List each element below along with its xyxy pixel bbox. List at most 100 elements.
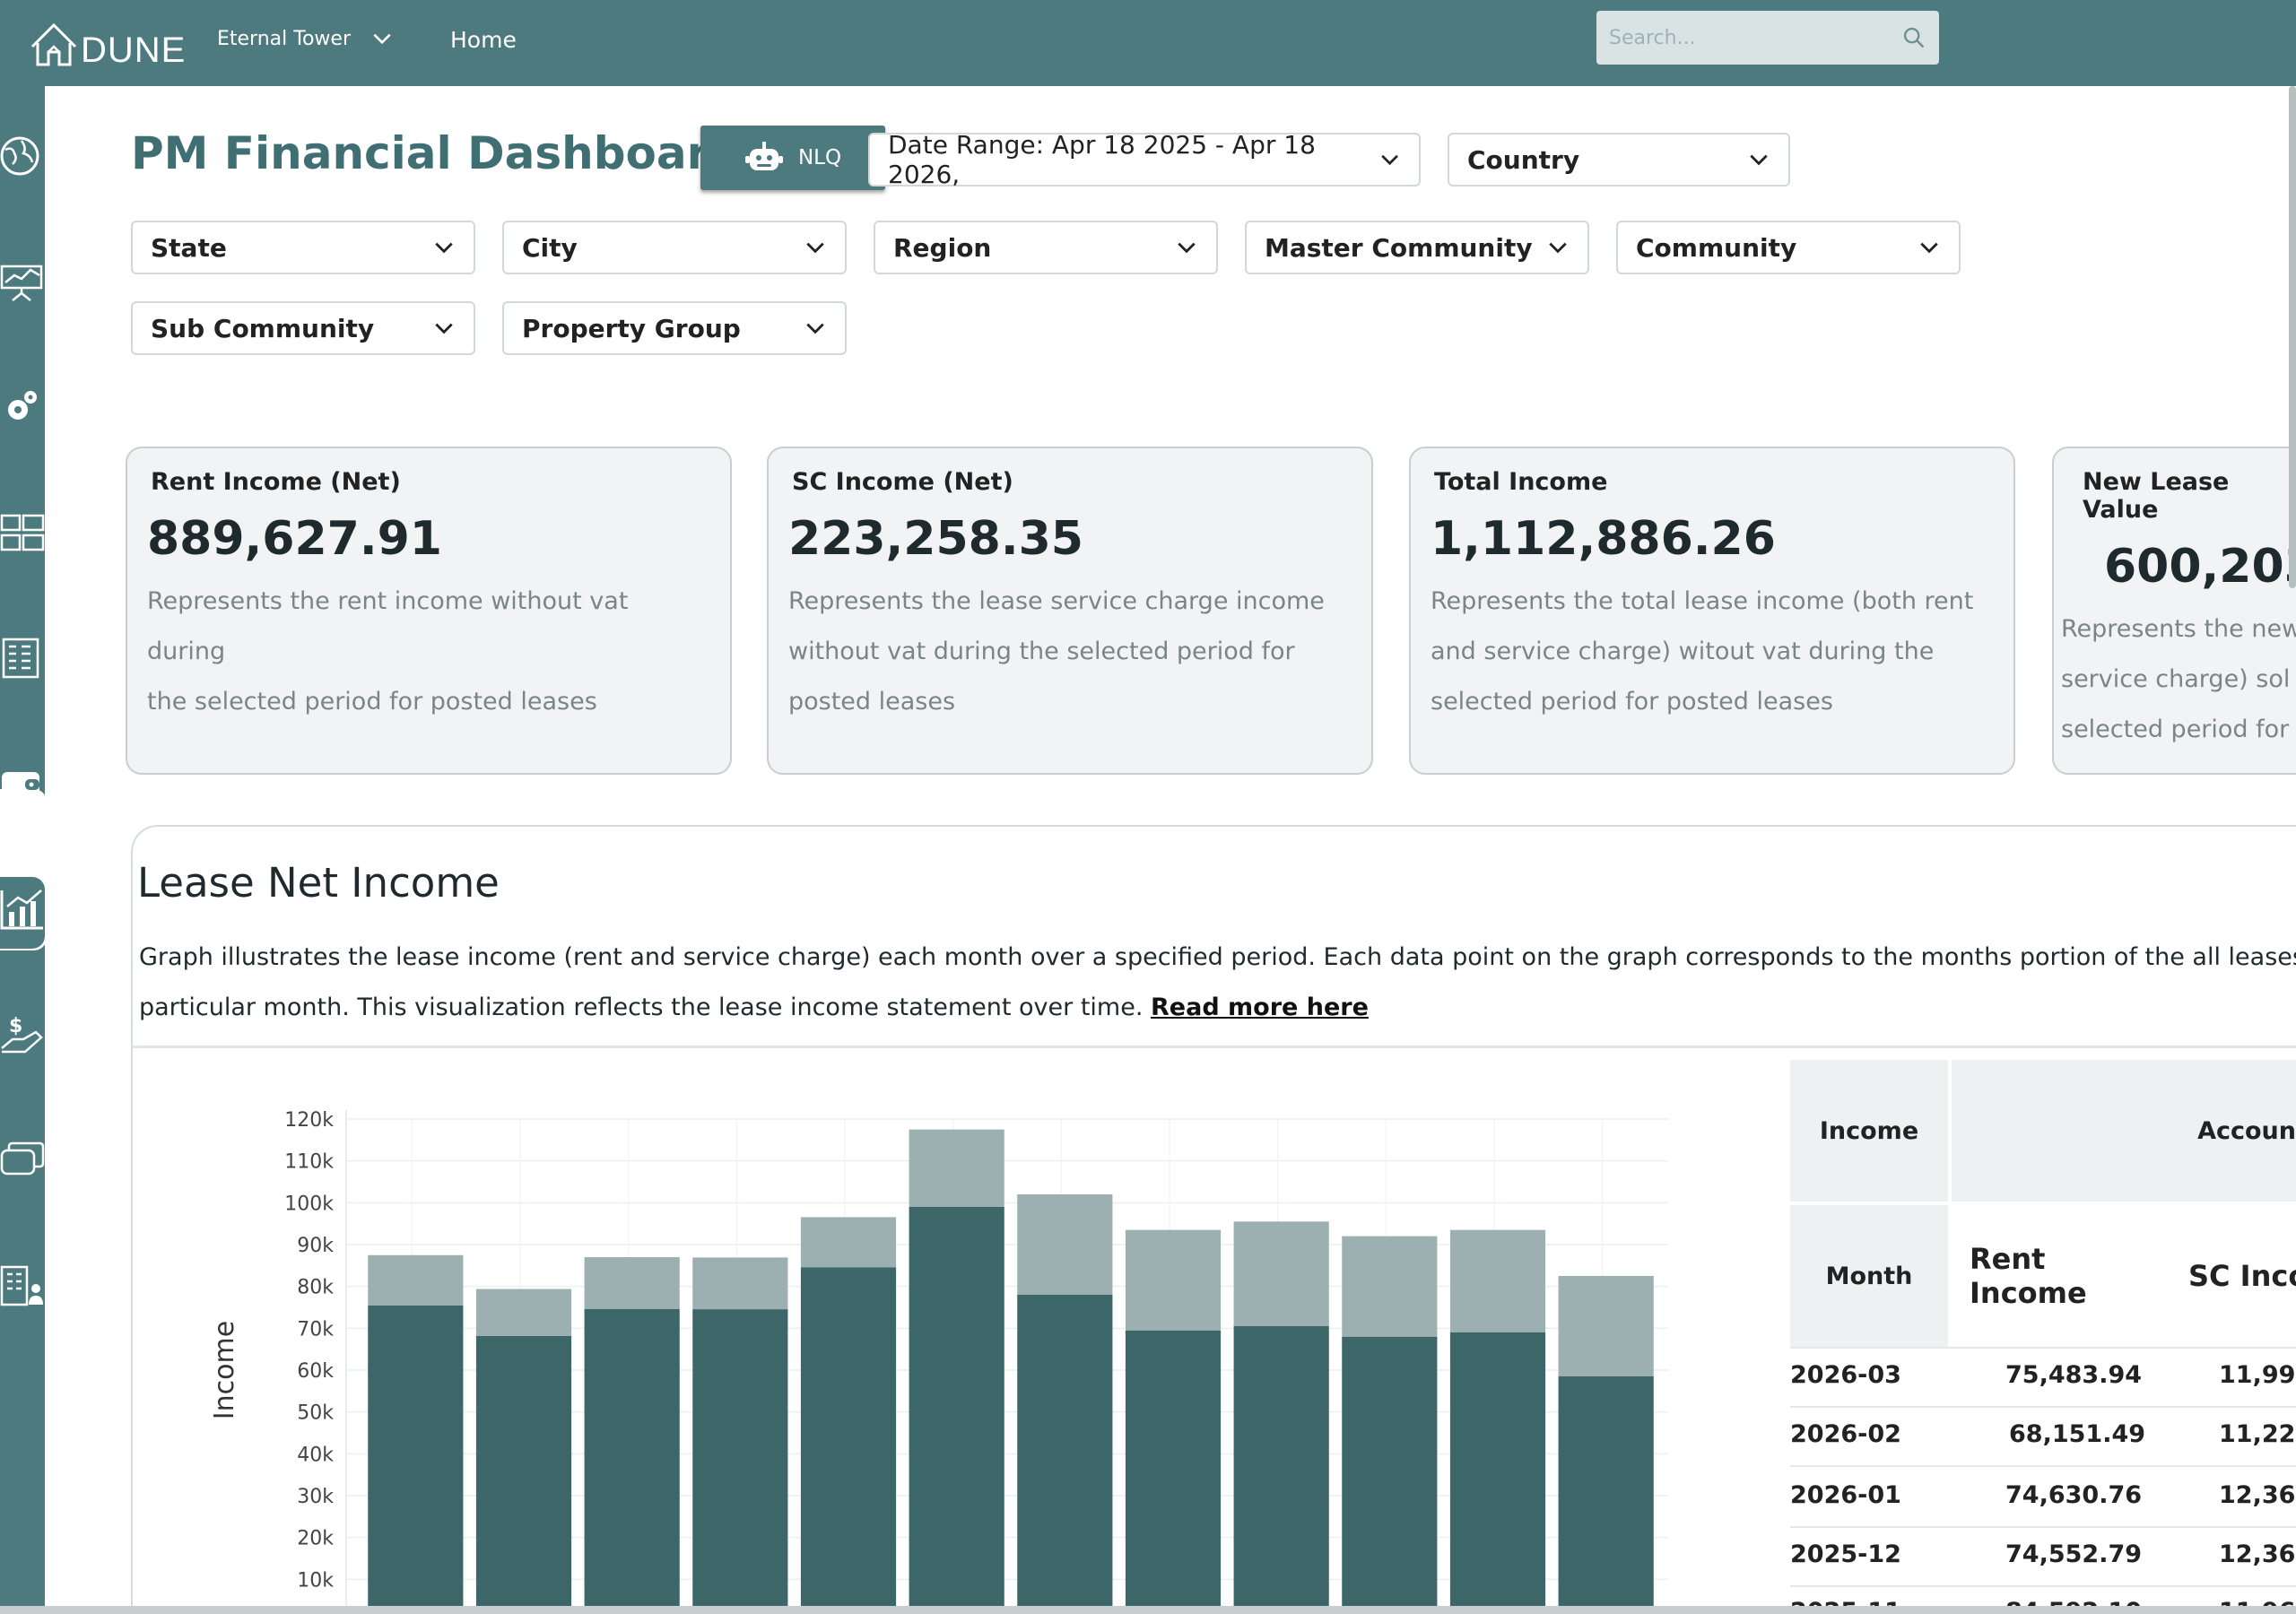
lease-net-income-chart: 010k20k30k40k50k60k70k80k90k100k110k120k…: [209, 1109, 1668, 1614]
table-cell-rent: 74,552.79: [2005, 1540, 2143, 1568]
chart-bar-sc: [1017, 1194, 1113, 1295]
chart-bar-sc: [475, 1289, 572, 1336]
sidebar-item-cards[interactable]: [0, 1135, 45, 1185]
table-header-rent-income[interactable]: Rent Income: [1970, 1242, 2087, 1310]
sidebar-item-settings[interactable]: [0, 382, 45, 432]
community-filter[interactable]: Community: [1616, 221, 1961, 274]
date-range-filter[interactable]: Date Range: Apr 18 2025 - Apr 18 2026,: [868, 130, 1421, 189]
kpi-card-title: SC Income (Net): [792, 468, 1013, 496]
chart-bar-rent: [368, 1305, 464, 1614]
chevron-down-icon: [1178, 242, 1196, 254]
sidebar-item-payments[interactable]: $: [0, 1010, 45, 1060]
cards-icon: [0, 1141, 45, 1176]
search-box[interactable]: [1596, 11, 1939, 65]
state-filter-label: State: [151, 232, 227, 263]
organization-selector[interactable]: Eternal Tower: [217, 27, 394, 50]
dune-logo[interactable]: DUNE: [29, 16, 186, 70]
robot-icon: [744, 142, 783, 170]
property-group-filter-label: Property Group: [522, 313, 741, 343]
building-icon: [2, 638, 39, 679]
date-range-label: Date Range: Apr 18 2025 - Apr 18 2026,: [888, 130, 1316, 189]
table-cell-month: 2026-03: [1790, 1361, 1901, 1389]
search-icon[interactable]: [1901, 25, 1926, 50]
globe-icon: [0, 136, 39, 176]
sidebar-item-presentation[interactable]: [0, 256, 45, 307]
city-filter[interactable]: City: [502, 221, 847, 274]
chart-bar-rent: [1125, 1330, 1222, 1614]
house-logo-icon: [30, 22, 77, 66]
table-row-divider: [1790, 1526, 2296, 1528]
search-input[interactable]: [1609, 26, 1901, 49]
gear-cluster-icon: [8, 391, 37, 420]
chart-y-tick-label: 30k: [297, 1486, 334, 1508]
dashboard-grid-icon: [0, 514, 45, 551]
chart-bar-rent: [692, 1309, 788, 1614]
table-row-divider: [1790, 1465, 2296, 1467]
read-more-link[interactable]: Read more here: [1151, 994, 1369, 1021]
sidebar-item-wallet[interactable]: [0, 759, 45, 809]
home-link[interactable]: Home: [450, 27, 517, 53]
nlq-button[interactable]: NLQ: [700, 126, 885, 190]
table-row-divider: [1790, 1347, 2296, 1349]
table-cell-sc: 11,997.1: [2219, 1361, 2296, 1389]
chart-bar-sc: [1449, 1229, 1546, 1332]
table-header-month[interactable]: Month: [1790, 1205, 1948, 1347]
nlq-label: NLQ: [797, 146, 842, 169]
presentation-icon: [0, 265, 43, 301]
chevron-down-icon: [1381, 154, 1398, 166]
chart-bar-sc: [1233, 1221, 1329, 1326]
top-navigation-bar: DUNE Eternal Tower Home: [0, 0, 2296, 86]
table-row-divider: [1790, 1406, 2296, 1408]
kpi-desc-line: posted leases: [788, 688, 956, 716]
sub-community-filter-label: Sub Community: [151, 313, 375, 343]
kpi-desc-line: selected period for: [2061, 716, 2290, 743]
sub-community-filter[interactable]: Sub Community: [131, 301, 475, 355]
table-header-sc-income[interactable]: SC Inco: [2188, 1259, 2296, 1293]
chart-bar-rent: [1233, 1326, 1329, 1614]
kpi-card-value: 223,258.35: [788, 512, 1083, 566]
sidebar-item-financial-charts[interactable]: [0, 884, 45, 934]
chart-bar-rent: [1017, 1295, 1113, 1614]
kpi-card-title: New Lease Value: [2083, 468, 2230, 524]
kpi-card-value: 600,203.: [2104, 540, 2296, 594]
kpi-card-value: 889,627.91: [147, 512, 442, 566]
kpi-card-total-income: Total Income 1,112,886.26 Represents the…: [1409, 447, 2015, 775]
chart-icon: [0, 889, 43, 930]
chevron-down-icon: [1920, 242, 1938, 254]
horizontal-scrollbar[interactable]: [0, 1606, 2296, 1614]
kpi-desc-line: and service charge) witout vat during th…: [1431, 638, 1935, 665]
sidebar-item-buildings[interactable]: [0, 633, 45, 683]
chart-bar-sc: [909, 1129, 1004, 1207]
master-community-filter[interactable]: Master Community: [1245, 221, 1589, 274]
chart-bar-sc: [692, 1257, 788, 1310]
region-filter[interactable]: Region: [874, 221, 1218, 274]
section-description: Graph illustrates the lease income (rent…: [139, 933, 2296, 1033]
chart-bar-rent: [1449, 1332, 1546, 1614]
section-description-line-2: particular month. This visualization ref…: [139, 983, 2292, 1033]
chart-y-tick-label: 60k: [297, 1360, 334, 1383]
chevron-down-icon: [373, 33, 391, 45]
sidebar-item-globe[interactable]: [0, 131, 45, 181]
chart-y-tick-label: 110k: [284, 1151, 334, 1174]
table-cell-month: 2026-02: [1790, 1420, 1901, 1448]
chart-bar-sc: [800, 1217, 897, 1268]
chart-y-tick-label: 50k: [297, 1402, 334, 1425]
sidebar-item-dashboards[interactable]: [0, 508, 45, 558]
section-description-text: particular month. This visualization ref…: [139, 994, 1144, 1021]
vertical-scrollbar[interactable]: [2289, 86, 2296, 588]
chart-bar-rent: [909, 1207, 1004, 1614]
wallet-icon: [2, 772, 39, 797]
master-community-filter-label: Master Community: [1265, 232, 1533, 263]
hand-money-icon: $: [1, 1015, 43, 1054]
chevron-down-icon: [435, 242, 453, 254]
country-filter-label: Country: [1467, 144, 1580, 175]
chart-y-tick-label: 120k: [284, 1109, 334, 1132]
property-group-filter[interactable]: Property Group: [502, 301, 847, 355]
section-title: Lease Net Income: [137, 859, 500, 907]
chart-bar-sc: [1342, 1236, 1438, 1337]
country-filter[interactable]: Country: [1448, 133, 1790, 187]
state-filter[interactable]: State: [131, 221, 475, 274]
sidebar-item-tenants[interactable]: [0, 1261, 45, 1311]
lease-net-income-section: [131, 825, 2296, 1614]
chart-y-tick-label: 90k: [297, 1235, 334, 1257]
